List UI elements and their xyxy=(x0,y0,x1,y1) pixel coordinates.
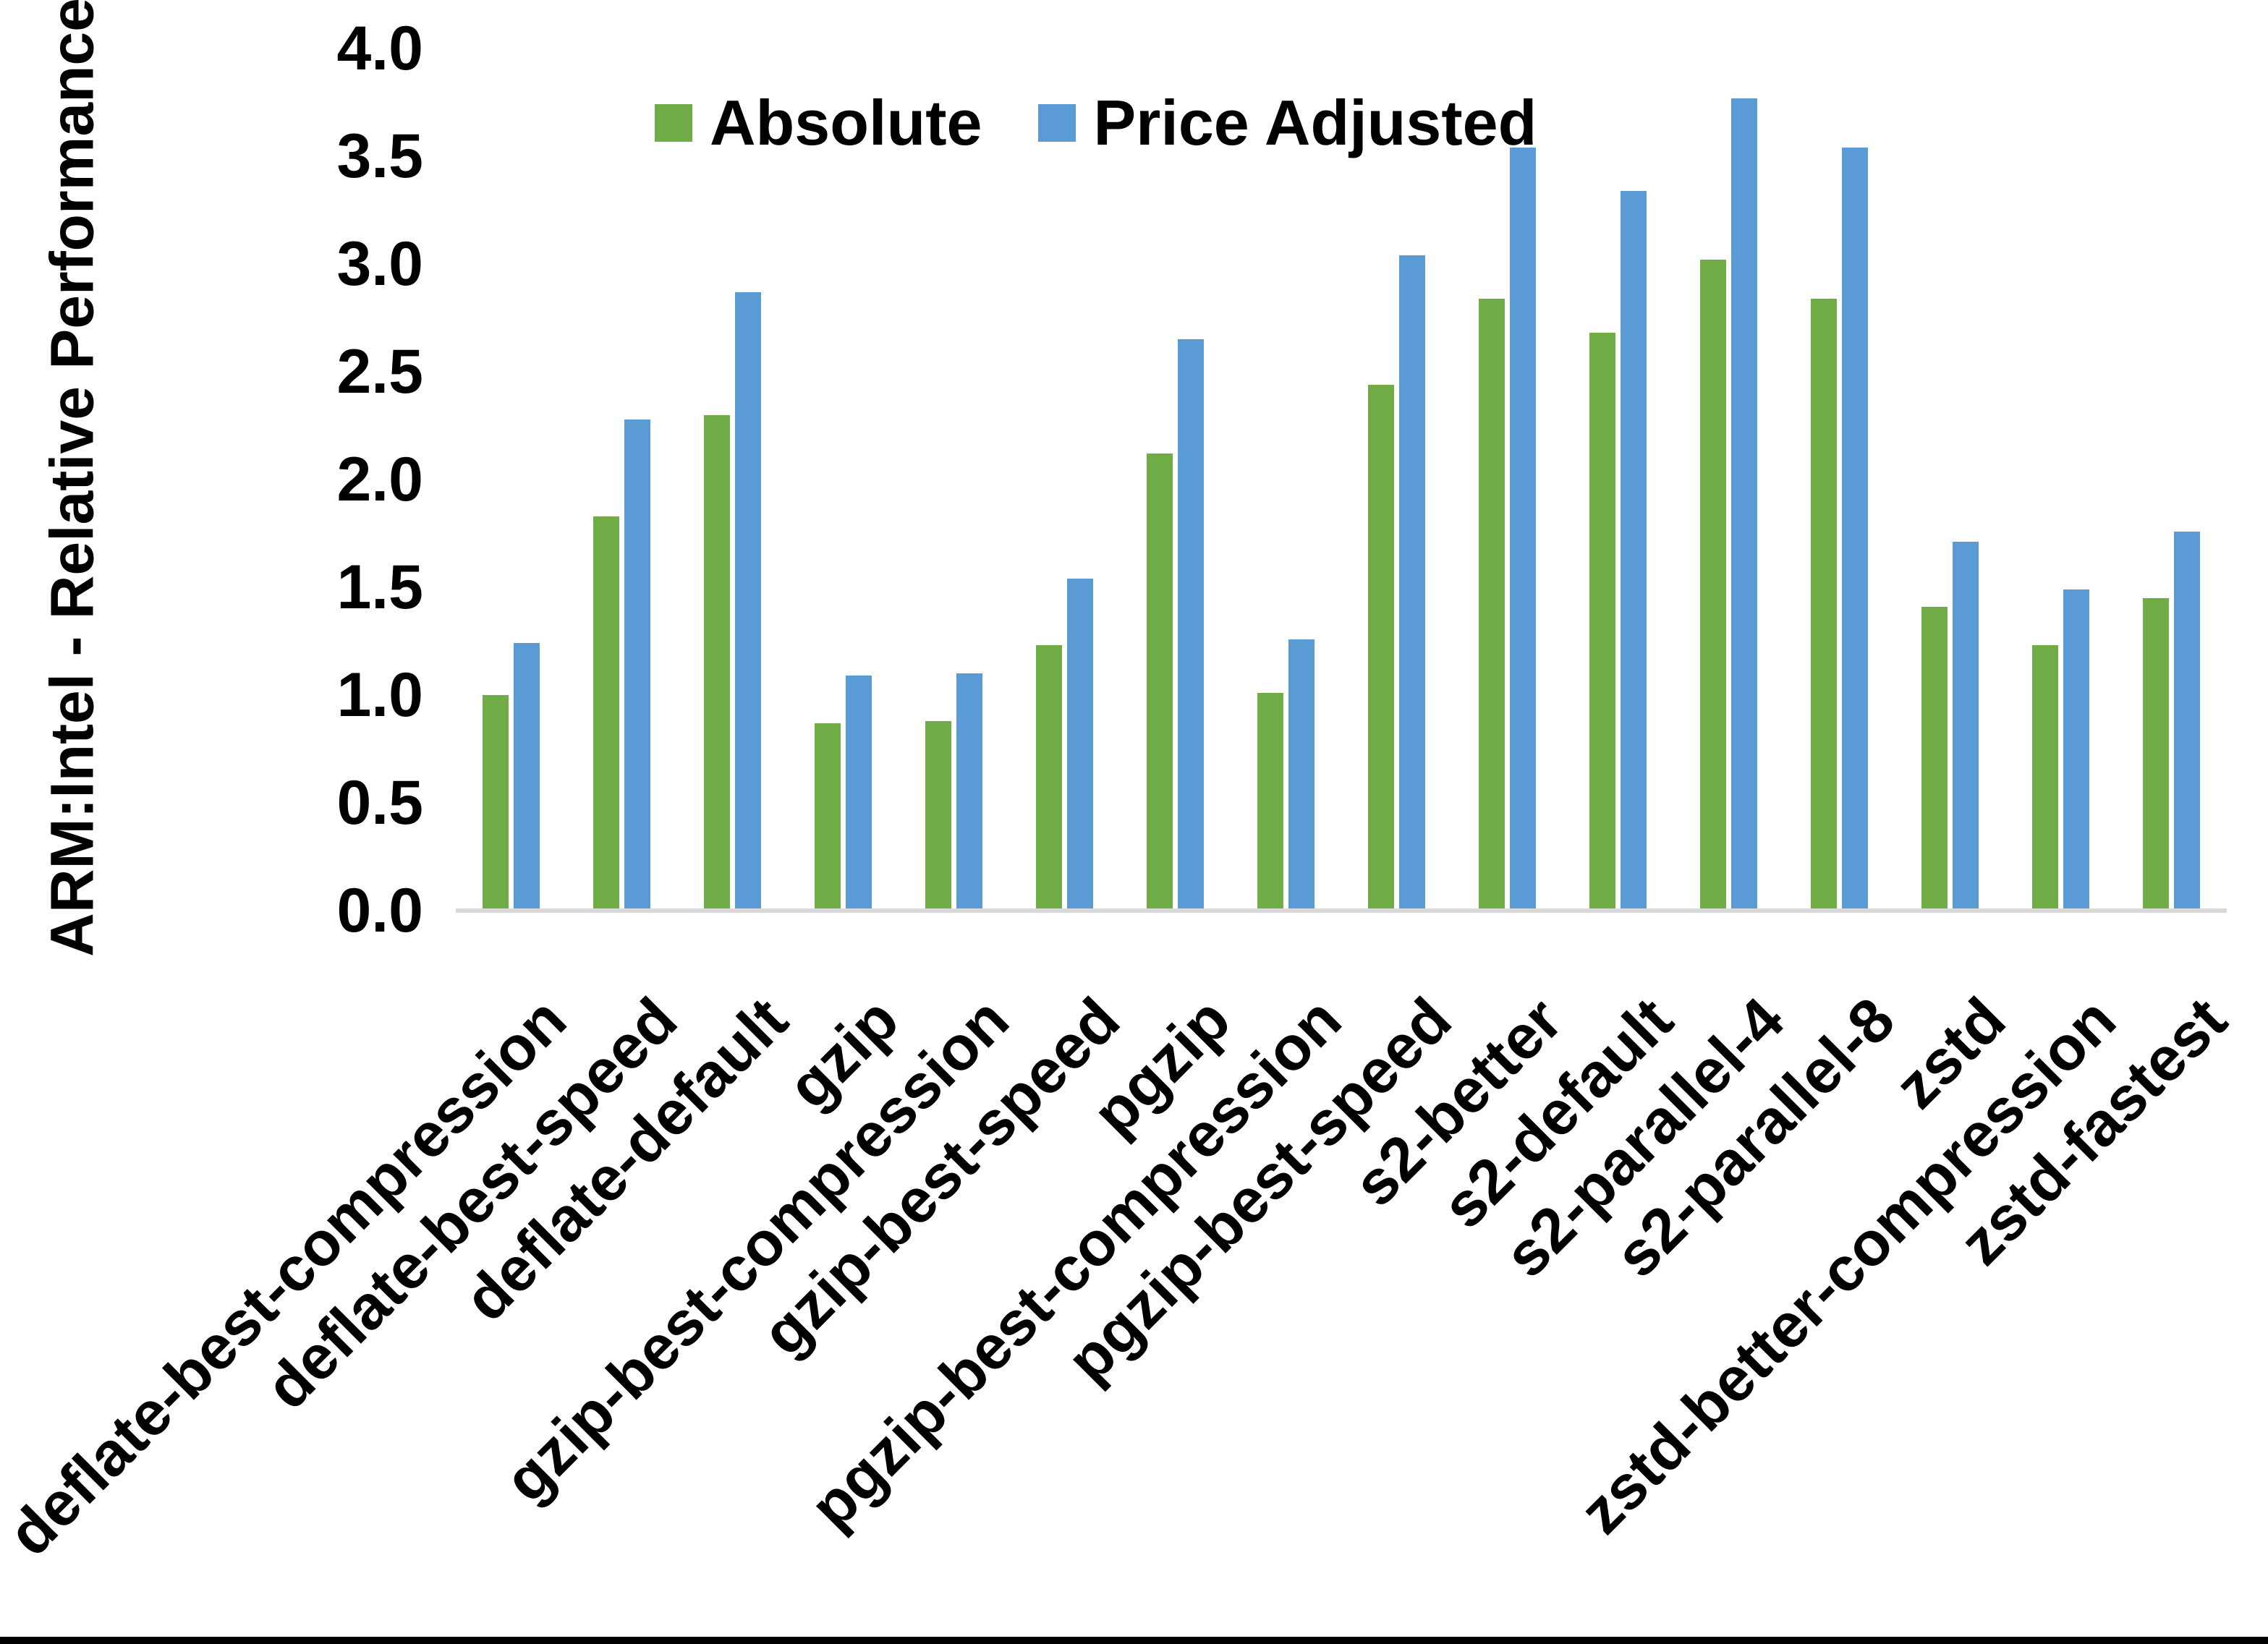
bar-absolute-s2-default xyxy=(1589,333,1615,911)
bar-absolute-s2-better xyxy=(1479,298,1505,911)
y-tick-4.0: 4.0 xyxy=(336,14,423,83)
legend-label-price-adjusted: Price Adjusted xyxy=(1093,87,1537,158)
bar-price-adjusted-deflate-best-compression xyxy=(514,643,540,911)
bar-price-adjusted-s2-default xyxy=(1621,190,1647,911)
bar-price-adjusted-gzip-best-speed xyxy=(1067,579,1093,911)
y-tick-3.5: 3.5 xyxy=(336,122,423,191)
y-tick-1.0: 1.0 xyxy=(336,660,423,730)
bar-price-adjusted-s2-better xyxy=(1510,148,1536,911)
bar-absolute-pgzip-best-compression xyxy=(1257,693,1283,911)
bar-price-adjusted-zstd xyxy=(1953,542,1979,911)
y-tick-2.5: 2.5 xyxy=(336,337,423,406)
bar-absolute-zstd-better-compression xyxy=(2032,645,2058,911)
bar-price-adjusted-s2-parallel-8 xyxy=(1842,148,1868,911)
bar-absolute-s2-parallel-8 xyxy=(1811,298,1837,911)
bar-absolute-deflate-best-speed xyxy=(593,516,619,911)
bar-price-adjusted-pgzip-best-speed xyxy=(1399,255,1425,911)
bar-absolute-pgzip xyxy=(1147,453,1173,911)
y-tick-0.0: 0.0 xyxy=(336,876,423,945)
bar-price-adjusted-pgzip-best-compression xyxy=(1288,639,1314,911)
bar-price-adjusted-zstd-better-compression xyxy=(2063,589,2089,911)
y-tick-2.0: 2.0 xyxy=(336,445,423,514)
bar-absolute-s2-parallel-4 xyxy=(1700,260,1726,911)
bar-absolute-zstd xyxy=(1921,606,1948,911)
bar-price-adjusted-deflate-best-speed xyxy=(624,419,650,911)
bar-absolute-zstd-fastest xyxy=(2143,597,2169,911)
bar-price-adjusted-gzip xyxy=(846,676,872,911)
bar-absolute-deflate-default xyxy=(704,414,730,911)
legend-swatch-absolute xyxy=(655,104,692,142)
y-tick-1.5: 1.5 xyxy=(336,553,423,622)
bar-absolute-gzip xyxy=(815,723,841,911)
bar-price-adjusted-zstd-fastest xyxy=(2174,531,2200,911)
bar-absolute-gzip-best-compression xyxy=(925,720,951,911)
bar-price-adjusted-gzip-best-compression xyxy=(956,673,982,911)
legend-item-price-adjusted: Price Adjusted xyxy=(1038,91,1537,155)
plot-area xyxy=(456,0,2227,911)
bar-price-adjusted-s2-parallel-4 xyxy=(1731,98,1757,911)
legend: Absolute Price Adjusted xyxy=(655,91,1537,155)
bar-absolute-gzip-best-speed xyxy=(1036,645,1062,911)
legend-label-absolute: Absolute xyxy=(710,87,982,158)
page-bottom-border xyxy=(0,1637,2268,1644)
y-tick-0.5: 0.5 xyxy=(336,768,423,838)
y-tick-3.0: 3.0 xyxy=(336,229,423,299)
bar-price-adjusted-pgzip xyxy=(1178,339,1204,911)
legend-item-absolute: Absolute xyxy=(655,91,982,155)
bar-absolute-deflate-best-compression xyxy=(483,695,509,911)
legend-swatch-price-adjusted xyxy=(1038,104,1076,142)
x-axis-line xyxy=(456,908,2227,913)
bar-price-adjusted-deflate-default xyxy=(735,291,761,911)
bar-absolute-pgzip-best-speed xyxy=(1368,384,1394,911)
